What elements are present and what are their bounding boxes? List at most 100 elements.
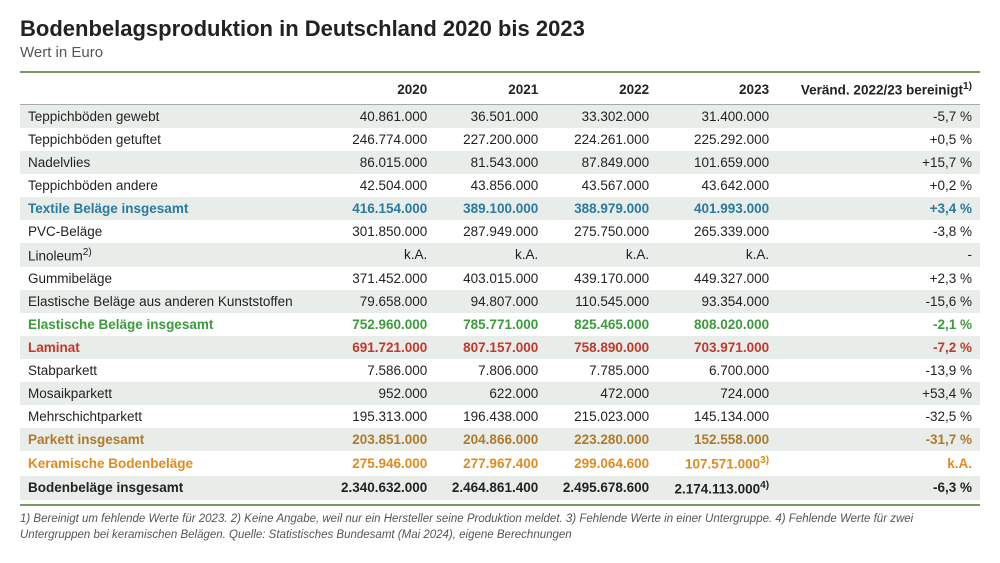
cell-value: 195.313.000: [324, 405, 435, 428]
cell-value: 43.856.000: [435, 174, 546, 197]
cell-value: 86.015.000: [324, 151, 435, 174]
cell-value: 808.020.000: [657, 313, 777, 336]
cell-value: 7.586.000: [324, 359, 435, 382]
cell-value: -2,1 %: [777, 313, 980, 336]
cell-value: 287.949.000: [435, 220, 546, 243]
cell-value: 691.721.000: [324, 336, 435, 359]
row-label: Elastische Beläge aus anderen Kunststoff…: [20, 290, 324, 313]
cell-value: -32,5 %: [777, 405, 980, 428]
cell-value: -13,9 %: [777, 359, 980, 382]
table-header-row: 2020 2021 2022 2023 Veränd. 2022/23 bere…: [20, 75, 980, 104]
cell-value: 439.170.000: [546, 267, 657, 290]
cell-value: 43.567.000: [546, 174, 657, 197]
cell-value: 203.851.000: [324, 428, 435, 451]
cell-value: -5,7 %: [777, 104, 980, 128]
table-body: Teppichböden gewebt40.861.00036.501.0003…: [20, 104, 980, 500]
col-header-2020: 2020: [324, 75, 435, 104]
cell-value: -15,6 %: [777, 290, 980, 313]
row-label: Keramische Bodenbeläge: [20, 451, 324, 476]
cell-value: k.A.: [777, 451, 980, 476]
row-label: Bodenbeläge insgesamt: [20, 476, 324, 501]
table-row: Laminat691.721.000807.157.000758.890.000…: [20, 336, 980, 359]
cell-value: 403.015.000: [435, 267, 546, 290]
cell-value: 277.967.400: [435, 451, 546, 476]
table-row: Teppichböden andere42.504.00043.856.0004…: [20, 174, 980, 197]
cell-value: 7.785.000: [546, 359, 657, 382]
cell-value: -7,2 %: [777, 336, 980, 359]
cell-value: 33.302.000: [546, 104, 657, 128]
cell-value: k.A.: [324, 243, 435, 268]
cell-value: -: [777, 243, 980, 268]
cell-value: 472.000: [546, 382, 657, 405]
table-row: Mehrschichtparkett195.313.000196.438.000…: [20, 405, 980, 428]
row-label: Stabparkett: [20, 359, 324, 382]
table-row: Textile Beläge insgesamt416.154.000389.1…: [20, 197, 980, 220]
row-label: Mehrschichtparkett: [20, 405, 324, 428]
cell-value: -6,3 %: [777, 476, 980, 501]
cell-value: +0,5 %: [777, 128, 980, 151]
cell-value: 825.465.000: [546, 313, 657, 336]
cell-value: 36.501.000: [435, 104, 546, 128]
table-row: PVC-Beläge301.850.000287.949.000275.750.…: [20, 220, 980, 243]
cell-value: 223.280.000: [546, 428, 657, 451]
table-row: Mosaikparkett952.000622.000472.000724.00…: [20, 382, 980, 405]
col-header-2023: 2023: [657, 75, 777, 104]
top-rule: [20, 71, 980, 73]
cell-value: 388.979.000: [546, 197, 657, 220]
cell-value: 81.543.000: [435, 151, 546, 174]
cell-value: 93.354.000: [657, 290, 777, 313]
cell-value: 622.000: [435, 382, 546, 405]
cell-value: 371.452.000: [324, 267, 435, 290]
cell-value: 401.993.000: [657, 197, 777, 220]
cell-value: 42.504.000: [324, 174, 435, 197]
page-subtitle: Wert in Euro: [20, 44, 980, 61]
row-label: Mosaikparkett: [20, 382, 324, 405]
table-row: Parkett insgesamt203.851.000204.866.0002…: [20, 428, 980, 451]
cell-value: k.A.: [657, 243, 777, 268]
cell-value: k.A.: [435, 243, 546, 268]
cell-value: 2.495.678.600: [546, 476, 657, 501]
cell-value: 152.558.000: [657, 428, 777, 451]
table-row: Teppichböden getuftet246.774.000227.200.…: [20, 128, 980, 151]
table-row: Elastische Beläge aus anderen Kunststoff…: [20, 290, 980, 313]
cell-value: +2,3 %: [777, 267, 980, 290]
cell-value: 40.861.000: [324, 104, 435, 128]
cell-value: 758.890.000: [546, 336, 657, 359]
cell-value: +15,7 %: [777, 151, 980, 174]
cell-value: 389.100.000: [435, 197, 546, 220]
row-label: Teppichböden getuftet: [20, 128, 324, 151]
row-label: Teppichböden andere: [20, 174, 324, 197]
cell-value: 2.340.632.000: [324, 476, 435, 501]
cell-value: 449.327.000: [657, 267, 777, 290]
cell-value: 2.464.861.400: [435, 476, 546, 501]
col-header-2021: 2021: [435, 75, 546, 104]
cell-value: +0,2 %: [777, 174, 980, 197]
row-label: Laminat: [20, 336, 324, 359]
table-row: Bodenbeläge insgesamt2.340.632.0002.464.…: [20, 476, 980, 501]
cell-value: 275.750.000: [546, 220, 657, 243]
row-label: Parkett insgesamt: [20, 428, 324, 451]
cell-value: -3,8 %: [777, 220, 980, 243]
row-label: Elastische Beläge insgesamt: [20, 313, 324, 336]
cell-value: -31,7 %: [777, 428, 980, 451]
cell-value: 807.157.000: [435, 336, 546, 359]
table-row: Teppichböden gewebt40.861.00036.501.0003…: [20, 104, 980, 128]
table-row: Keramische Bodenbeläge275.946.000277.967…: [20, 451, 980, 476]
cell-value: 952.000: [324, 382, 435, 405]
cell-value: k.A.: [546, 243, 657, 268]
col-header-category: [20, 75, 324, 104]
cell-value: 752.960.000: [324, 313, 435, 336]
cell-value: 7.806.000: [435, 359, 546, 382]
cell-value: 43.642.000: [657, 174, 777, 197]
cell-value: 275.946.000: [324, 451, 435, 476]
cell-value: 87.849.000: [546, 151, 657, 174]
cell-value: +53,4 %: [777, 382, 980, 405]
cell-value: 196.438.000: [435, 405, 546, 428]
cell-value: 31.400.000: [657, 104, 777, 128]
cell-value: 785.771.000: [435, 313, 546, 336]
table-row: Nadelvlies86.015.00081.543.00087.849.000…: [20, 151, 980, 174]
page-title: Bodenbelagsproduktion in Deutschland 202…: [20, 16, 980, 42]
cell-value: 227.200.000: [435, 128, 546, 151]
cell-value: 79.658.000: [324, 290, 435, 313]
cell-value: 215.023.000: [546, 405, 657, 428]
